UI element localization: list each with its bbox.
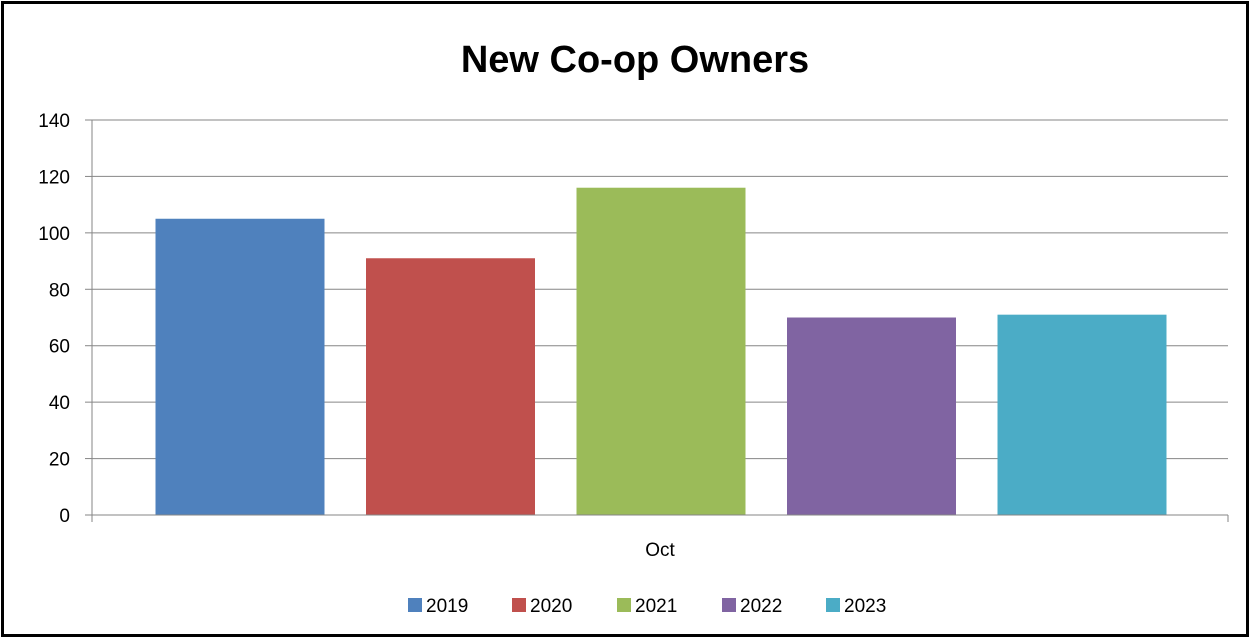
legend-item-2019: 2019 xyxy=(408,596,468,617)
legend-label: 2019 xyxy=(426,596,468,617)
y-tick-label: 140 xyxy=(38,111,70,132)
bars xyxy=(155,187,1167,515)
legend-item-2022: 2022 xyxy=(722,596,782,617)
y-tick-label: 80 xyxy=(49,280,70,301)
legend-item-2023: 2023 xyxy=(826,596,886,617)
bar-2022 xyxy=(787,317,956,515)
legend-swatch xyxy=(722,598,736,612)
x-category-label: Oct xyxy=(645,540,675,561)
y-tick-label: 40 xyxy=(49,393,70,414)
y-tick-label: 0 xyxy=(59,506,70,527)
bar-2020 xyxy=(366,258,535,515)
legend-label: 2023 xyxy=(844,596,886,617)
legend-swatch xyxy=(826,598,840,612)
bar-2023 xyxy=(997,314,1167,515)
legend-label: 2020 xyxy=(530,596,572,617)
legend-label: 2021 xyxy=(635,596,677,617)
legend: 2019 2020 2021 2022 2023 xyxy=(408,596,886,617)
legend-item-2021: 2021 xyxy=(617,596,677,617)
y-tick-label: 120 xyxy=(38,167,70,188)
y-tick-label: 100 xyxy=(38,224,70,245)
legend-swatch xyxy=(512,598,526,612)
chart-title: New Co-op Owners xyxy=(461,39,809,81)
legend-swatch xyxy=(408,598,422,612)
bar-2021 xyxy=(576,187,746,515)
legend-label: 2022 xyxy=(740,596,782,617)
x-axis: Oct xyxy=(91,514,1229,561)
y-tick-label: 20 xyxy=(49,450,70,471)
y-tick-label: 60 xyxy=(49,337,70,358)
legend-item-2020: 2020 xyxy=(512,596,572,617)
y-axis: 0 20 40 60 80 100 120 140 xyxy=(38,111,93,527)
legend-swatch xyxy=(617,598,631,612)
bar-2019 xyxy=(155,218,325,515)
